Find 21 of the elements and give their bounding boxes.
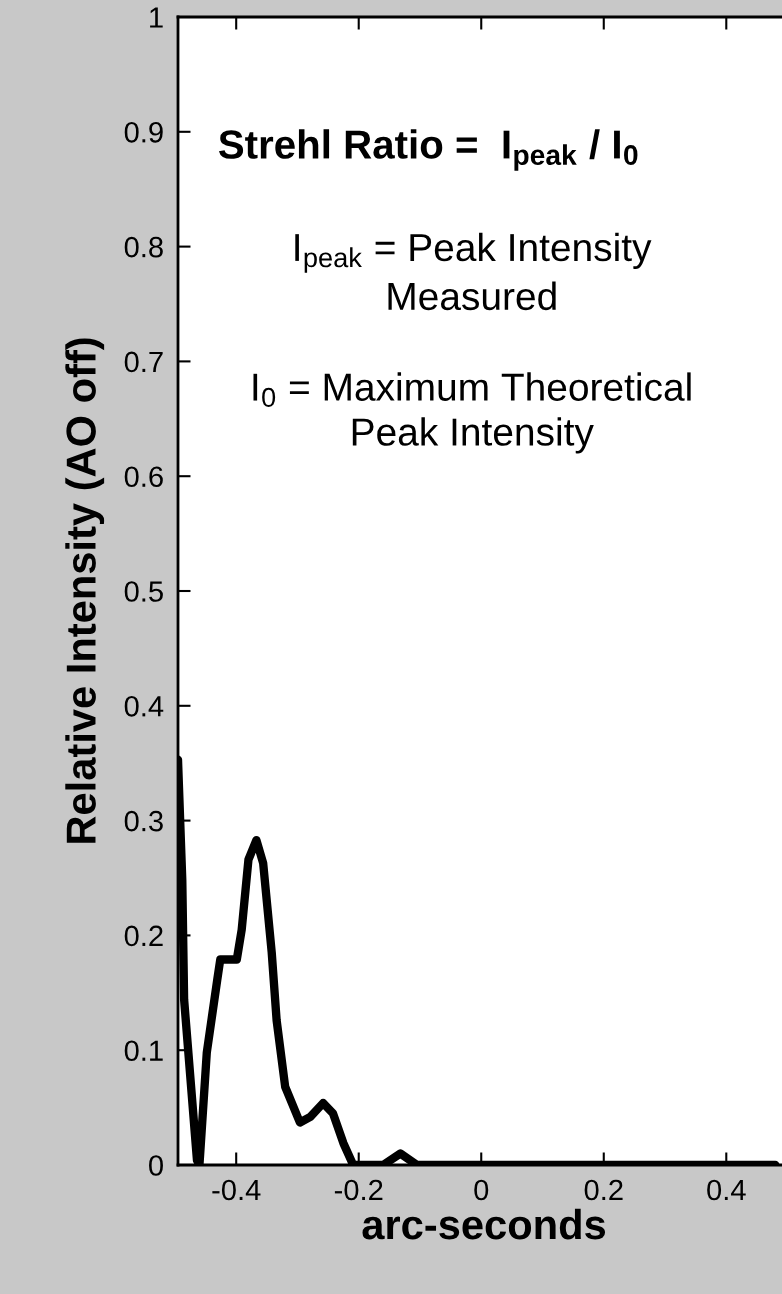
y-axis-title: Relative Intensity (AO off): [65, 338, 105, 843]
y-tick-label: 0.7: [124, 351, 163, 373]
x-axis-title: arc-seconds: [362, 1208, 606, 1240]
y-tick-label: 0.4: [124, 696, 164, 717]
y-tick-label: 0.8: [124, 236, 163, 258]
x-tick-label: 0.4: [707, 1179, 746, 1201]
y-tick-label: 0.3: [124, 810, 163, 832]
y-tick-label: 0.1: [124, 1040, 163, 1062]
x-tick-label: -0.2: [334, 1179, 383, 1201]
y-tick-label: 0.9: [124, 122, 163, 143]
y-tick-label: 1: [150, 7, 163, 28]
x-tick-label: -0.4: [212, 1179, 261, 1201]
y-tick-label: 0: [149, 1155, 163, 1176]
annotation: I$_{peak}$ = Peak Intensity Measured: [295, 232, 652, 311]
annotation: Strehl Ratio = I$_{peak}$ / I$_{0}$: [218, 129, 638, 171]
y-tick-label: 0.2: [124, 925, 163, 947]
x-tick-label: 0: [474, 1179, 489, 1201]
y-tick-label: 0.6: [124, 466, 163, 488]
annotation: I$_{0}$ = Maximum Theoretical Peak Intensity: [253, 372, 691, 454]
x-tick-label: 0.2: [584, 1179, 623, 1201]
y-tick-label: 0.5: [124, 581, 163, 602]
